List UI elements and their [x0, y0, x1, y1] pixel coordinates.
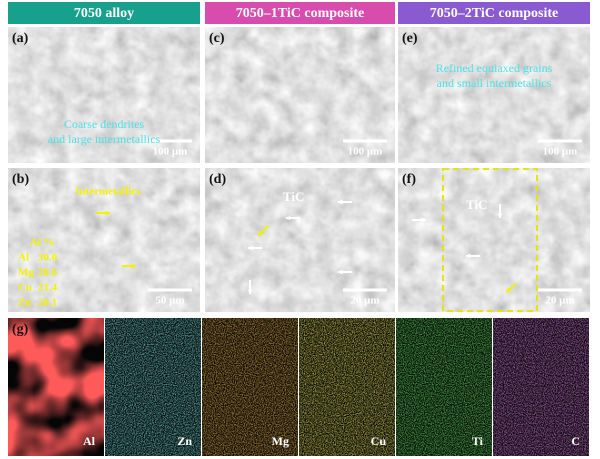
- arrow-head: [338, 199, 343, 205]
- eds-map: [299, 318, 395, 456]
- eds-map: [202, 318, 298, 456]
- scale-label: 100 μm: [153, 146, 188, 158]
- scale-label: 50 μm: [155, 295, 184, 307]
- panel-label: (e): [402, 31, 418, 46]
- arrow-head: [286, 215, 291, 221]
- header-box: [8, 2, 200, 24]
- arrow-head: [497, 213, 503, 218]
- comp-value: 20.1: [38, 297, 57, 309]
- element-label: C: [571, 434, 580, 448]
- comp-element: Cu: [18, 282, 32, 294]
- comp-element: Al: [18, 252, 29, 264]
- panel-label: (f): [402, 172, 416, 187]
- micrograph: [398, 27, 590, 163]
- eds-map: [493, 318, 589, 456]
- eds-map: [105, 318, 201, 456]
- micrograph: [8, 168, 200, 312]
- scale-label: 100 μm: [348, 146, 383, 158]
- comp-title: Al %: [30, 237, 55, 249]
- arrow-head: [338, 269, 343, 275]
- phase-label: TiC: [466, 197, 487, 212]
- eds-map: [8, 318, 104, 456]
- comp-element: Zn: [18, 297, 31, 309]
- element-label: Cu: [371, 434, 387, 448]
- arrow-head: [421, 217, 426, 223]
- comp-value: 21.4: [38, 282, 58, 294]
- arrow-head: [506, 287, 511, 292]
- arrow-head: [248, 245, 253, 251]
- annotation: and large intermetallics: [48, 132, 161, 146]
- header: 7050 alloy: [74, 6, 134, 21]
- comp-element: Mg: [18, 267, 34, 279]
- eds-map: [396, 318, 492, 456]
- scale-label: 20 μm: [545, 295, 574, 307]
- panel-label: (b): [12, 172, 29, 187]
- highlight-box: [442, 168, 538, 312]
- comp-value: 28.6: [38, 267, 58, 279]
- scale-label: 100 μm: [543, 146, 578, 158]
- phase-label: TiC: [283, 189, 304, 204]
- micrograph: [205, 168, 395, 312]
- arrow-head: [258, 231, 263, 236]
- micrograph: [205, 27, 395, 163]
- panel-label: (g): [12, 322, 29, 337]
- panel-label: (a): [12, 31, 29, 46]
- phase-label: Intermetallics: [75, 186, 141, 198]
- comp-value: 30.0: [38, 252, 58, 264]
- element-label: Ti: [472, 434, 484, 448]
- panel-label: (c): [209, 31, 225, 46]
- arrow-head: [247, 289, 253, 294]
- header-box: [398, 2, 590, 24]
- scale-label: 20 μm: [350, 295, 379, 307]
- arrow-head: [131, 263, 136, 269]
- header-box: [205, 2, 395, 24]
- annotation: Refined equiaxed grains: [436, 61, 553, 75]
- panel-label: (d): [209, 172, 226, 187]
- element-label: Zn: [177, 434, 192, 448]
- element-label: Al: [83, 434, 96, 448]
- annotation: Coarse dendrites: [64, 117, 145, 131]
- header: 7050–1TiC composite: [236, 6, 364, 21]
- element-label: Mg: [272, 434, 289, 448]
- annotation: and small intermetallics: [437, 76, 552, 90]
- arrow-head: [105, 210, 110, 216]
- micrograph: [398, 168, 590, 312]
- arrow-head: [466, 253, 471, 259]
- header: 7050–2TiC composite: [430, 6, 558, 21]
